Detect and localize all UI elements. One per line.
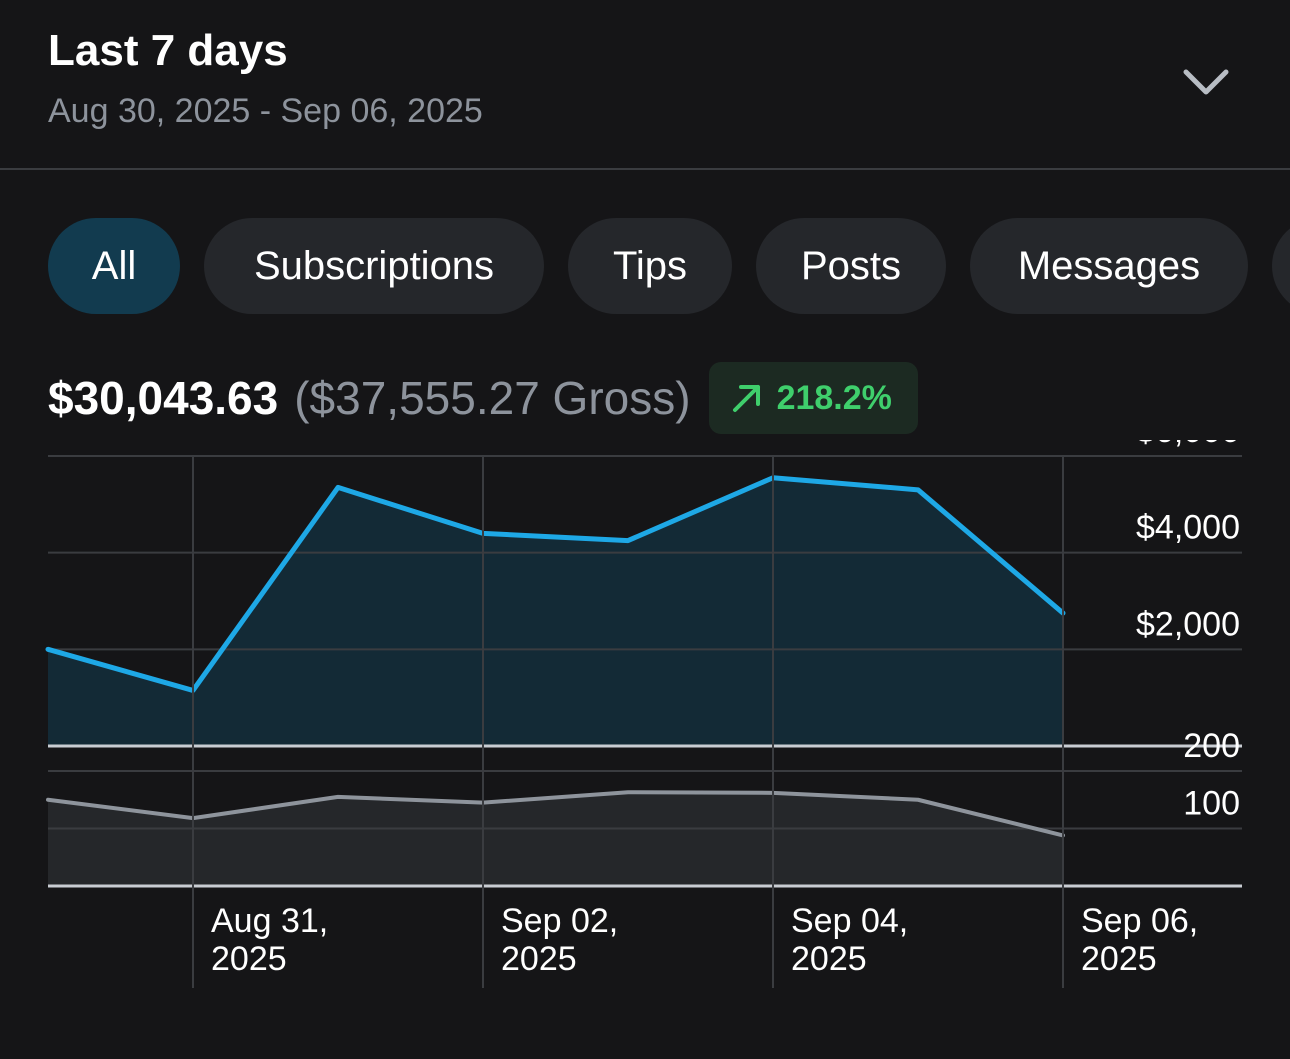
earnings-summary: $30,043.63 ($37,555.27 Gross) 218.2% (48, 362, 918, 434)
tab-label: Tips (612, 243, 688, 288)
tab-label: Messages (1017, 243, 1201, 288)
x-tick-label: 2025 (791, 940, 867, 978)
x-tick-label: 2025 (501, 940, 577, 978)
date-range-header[interactable]: Last 7 days Aug 30, 2025 - Sep 06, 2025 (0, 0, 1290, 170)
x-tick-label: 2025 (1081, 940, 1157, 978)
tab-label: Subscriptions (253, 243, 495, 288)
x-tick-label: 2025 (211, 940, 287, 978)
x-tick-label: Aug 31, (211, 902, 328, 940)
x-tick-label: Sep 06, (1081, 902, 1198, 940)
tab-label: All (91, 243, 137, 288)
trend-up-icon (732, 385, 760, 412)
earnings-y-tick-label: $4,000 (1136, 509, 1240, 547)
tab-posts[interactable]: Posts (756, 218, 946, 314)
change-badge: 218.2% (708, 362, 918, 434)
x-tick-label: Sep 02, (501, 902, 618, 940)
change-percent: 218.2% (776, 378, 892, 417)
tab-messages[interactable]: Messages (970, 218, 1248, 314)
category-tabs: All Subscriptions Tips Posts Messages (48, 218, 1290, 314)
tab-all[interactable]: All (48, 218, 180, 314)
count-area (48, 792, 1063, 886)
earnings-point (46, 647, 50, 651)
tab-tips[interactable]: Tips (568, 218, 732, 314)
count-point (46, 798, 50, 802)
x-tick-label: Sep 04, (791, 902, 908, 940)
count-y-tick-label: 100 (1183, 785, 1240, 823)
chevron-down-icon[interactable] (1180, 62, 1232, 102)
earnings-point (916, 488, 920, 492)
earnings-series-line (45, 475, 1066, 693)
count-point (336, 795, 340, 799)
tab-label: Posts (800, 243, 902, 288)
earnings-area (48, 477, 1063, 746)
count-series-line (46, 790, 1065, 838)
count-point (626, 790, 630, 794)
net-earnings: $30,043.63 (48, 372, 279, 424)
tab-more[interactable] (1272, 218, 1290, 314)
earnings-point (626, 539, 630, 543)
tab-subscriptions[interactable]: Subscriptions (204, 218, 544, 314)
count-point (916, 798, 920, 802)
period-title: Last 7 days (48, 26, 288, 75)
earnings-y-tick-label: $6,000 (1136, 440, 1240, 450)
gross-earnings: ($37,555.27 Gross) (294, 372, 691, 424)
count-y-tick-label: 200 (1183, 727, 1240, 765)
date-range: Aug 30, 2025 - Sep 06, 2025 (48, 92, 483, 130)
earnings-point (336, 485, 340, 489)
earnings-y-tick-label: $2,000 (1136, 605, 1240, 643)
